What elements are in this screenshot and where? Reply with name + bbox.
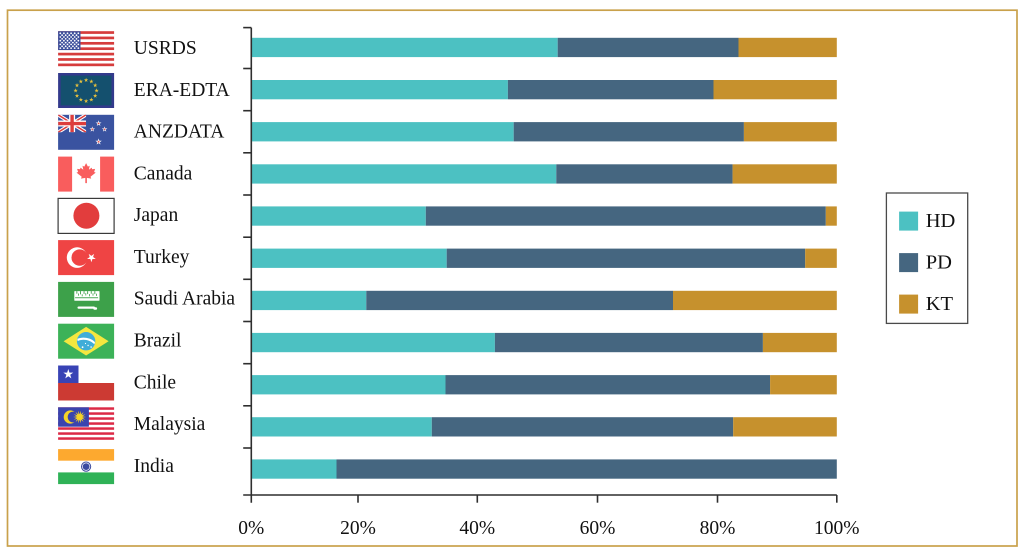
svg-text:Brazil: Brazil	[134, 331, 182, 352]
svg-text:80%: 80%	[700, 518, 736, 539]
svg-text:20%: 20%	[340, 518, 376, 539]
svg-text:ANZDATA: ANZDATA	[134, 122, 225, 143]
svg-text:PD: PD	[926, 251, 952, 273]
svg-text:Saudi Arabia: Saudi Arabia	[134, 289, 236, 310]
svg-text:India: India	[134, 456, 174, 477]
svg-text:40%: 40%	[459, 518, 495, 539]
svg-text:Malaysia: Malaysia	[134, 414, 206, 435]
svg-text:Canada: Canada	[134, 163, 193, 184]
svg-text:0%: 0%	[238, 518, 264, 539]
svg-text:60%: 60%	[580, 518, 616, 539]
svg-text:100%: 100%	[814, 518, 860, 539]
svg-text:Japan: Japan	[134, 205, 179, 226]
svg-text:USRDS: USRDS	[134, 38, 197, 59]
svg-text:KT: KT	[926, 293, 954, 315]
svg-text:HD: HD	[926, 210, 956, 232]
svg-text:Turkey: Turkey	[134, 247, 190, 268]
svg-text:ERA-EDTA: ERA-EDTA	[134, 80, 230, 101]
svg-text:Chile: Chile	[134, 372, 176, 393]
